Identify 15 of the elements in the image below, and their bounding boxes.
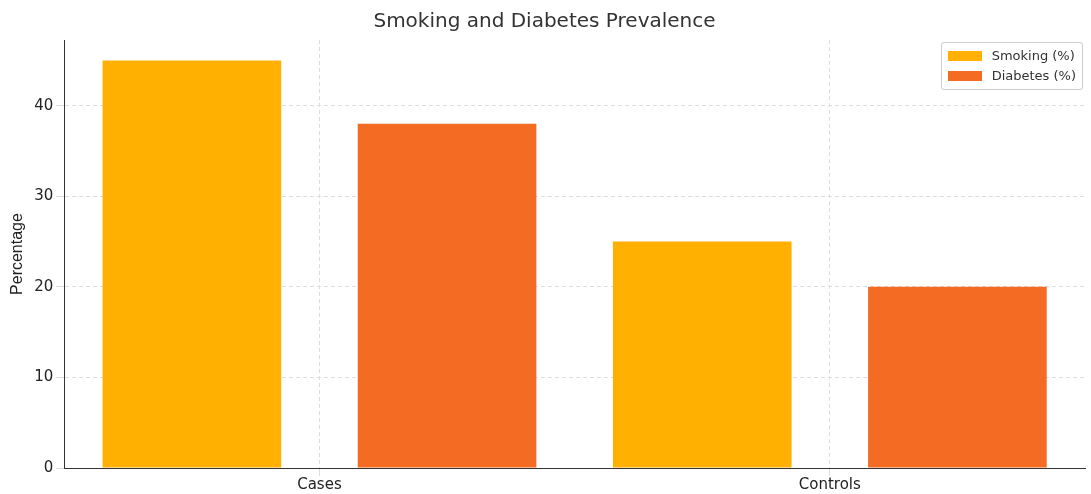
chart-title: Smoking and Diabetes Prevalence (373, 8, 716, 33)
bar (868, 286, 1047, 468)
y-tick-label: 40 (34, 95, 54, 114)
legend-label: Smoking (%) (991, 47, 1075, 65)
y-tick-label: 10 (34, 367, 54, 386)
y-tick-label: 20 (34, 276, 54, 295)
x-tick-label: Controls (798, 474, 862, 493)
bar (357, 123, 537, 468)
bar (102, 60, 282, 468)
x-tick-label: Cases (297, 474, 342, 493)
y-tick-label: 30 (34, 186, 54, 205)
bar (612, 241, 792, 468)
legend-label: Diabetes (%) (991, 67, 1076, 85)
y-tick-label: 0 (43, 457, 54, 476)
y-axis-title: Percentage (8, 212, 26, 295)
